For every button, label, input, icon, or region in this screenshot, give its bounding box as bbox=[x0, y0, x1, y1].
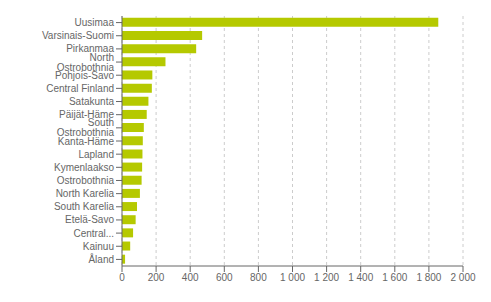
svg-text:South Karelia: South Karelia bbox=[54, 201, 114, 212]
svg-text:1 000: 1 000 bbox=[280, 272, 305, 283]
svg-text:Varsinais-Suomi: Varsinais-Suomi bbox=[42, 30, 114, 41]
svg-text:800: 800 bbox=[250, 272, 267, 283]
svg-text:200: 200 bbox=[148, 272, 165, 283]
svg-text:Etelä-Savo: Etelä-Savo bbox=[65, 214, 114, 225]
svg-text:Central Finland: Central Finland bbox=[46, 83, 114, 94]
svg-text:0: 0 bbox=[119, 272, 125, 283]
svg-text:Pohjois-Savo: Pohjois-Savo bbox=[55, 69, 114, 81]
svg-text:Satakunta: Satakunta bbox=[69, 96, 114, 107]
svg-text:North Karelia: North Karelia bbox=[56, 188, 115, 199]
svg-text:SouthOstrobothnia: SouthOstrobothnia bbox=[57, 117, 115, 138]
svg-text:Kymenlaakso: Kymenlaakso bbox=[54, 162, 114, 173]
svg-text:Central...: Central... bbox=[73, 228, 114, 239]
svg-text:Lapland: Lapland bbox=[78, 149, 114, 160]
svg-text:1 800: 1 800 bbox=[416, 272, 441, 283]
svg-text:2 000: 2 000 bbox=[450, 272, 475, 283]
svg-text:Ostrobothnia: Ostrobothnia bbox=[57, 175, 115, 186]
svg-text:400: 400 bbox=[182, 272, 199, 283]
svg-text:Kanta-Häme: Kanta-Häme bbox=[57, 135, 114, 147]
svg-text:NorthOstrobothnia: NorthOstrobothnia bbox=[57, 52, 115, 73]
svg-text:Päijät-Häme: Päijät-Häme bbox=[59, 109, 114, 120]
svg-text:Uusimaa: Uusimaa bbox=[75, 17, 115, 28]
svg-text:Pirkanmaa: Pirkanmaa bbox=[66, 43, 114, 54]
svg-text:Åland: Åland bbox=[88, 253, 114, 265]
svg-text:Kainuu: Kainuu bbox=[83, 241, 114, 252]
svg-text:1 400: 1 400 bbox=[348, 272, 373, 283]
svg-text:1 600: 1 600 bbox=[382, 272, 407, 283]
svg-text:1 200: 1 200 bbox=[314, 272, 339, 283]
svg-text:600: 600 bbox=[216, 272, 233, 283]
